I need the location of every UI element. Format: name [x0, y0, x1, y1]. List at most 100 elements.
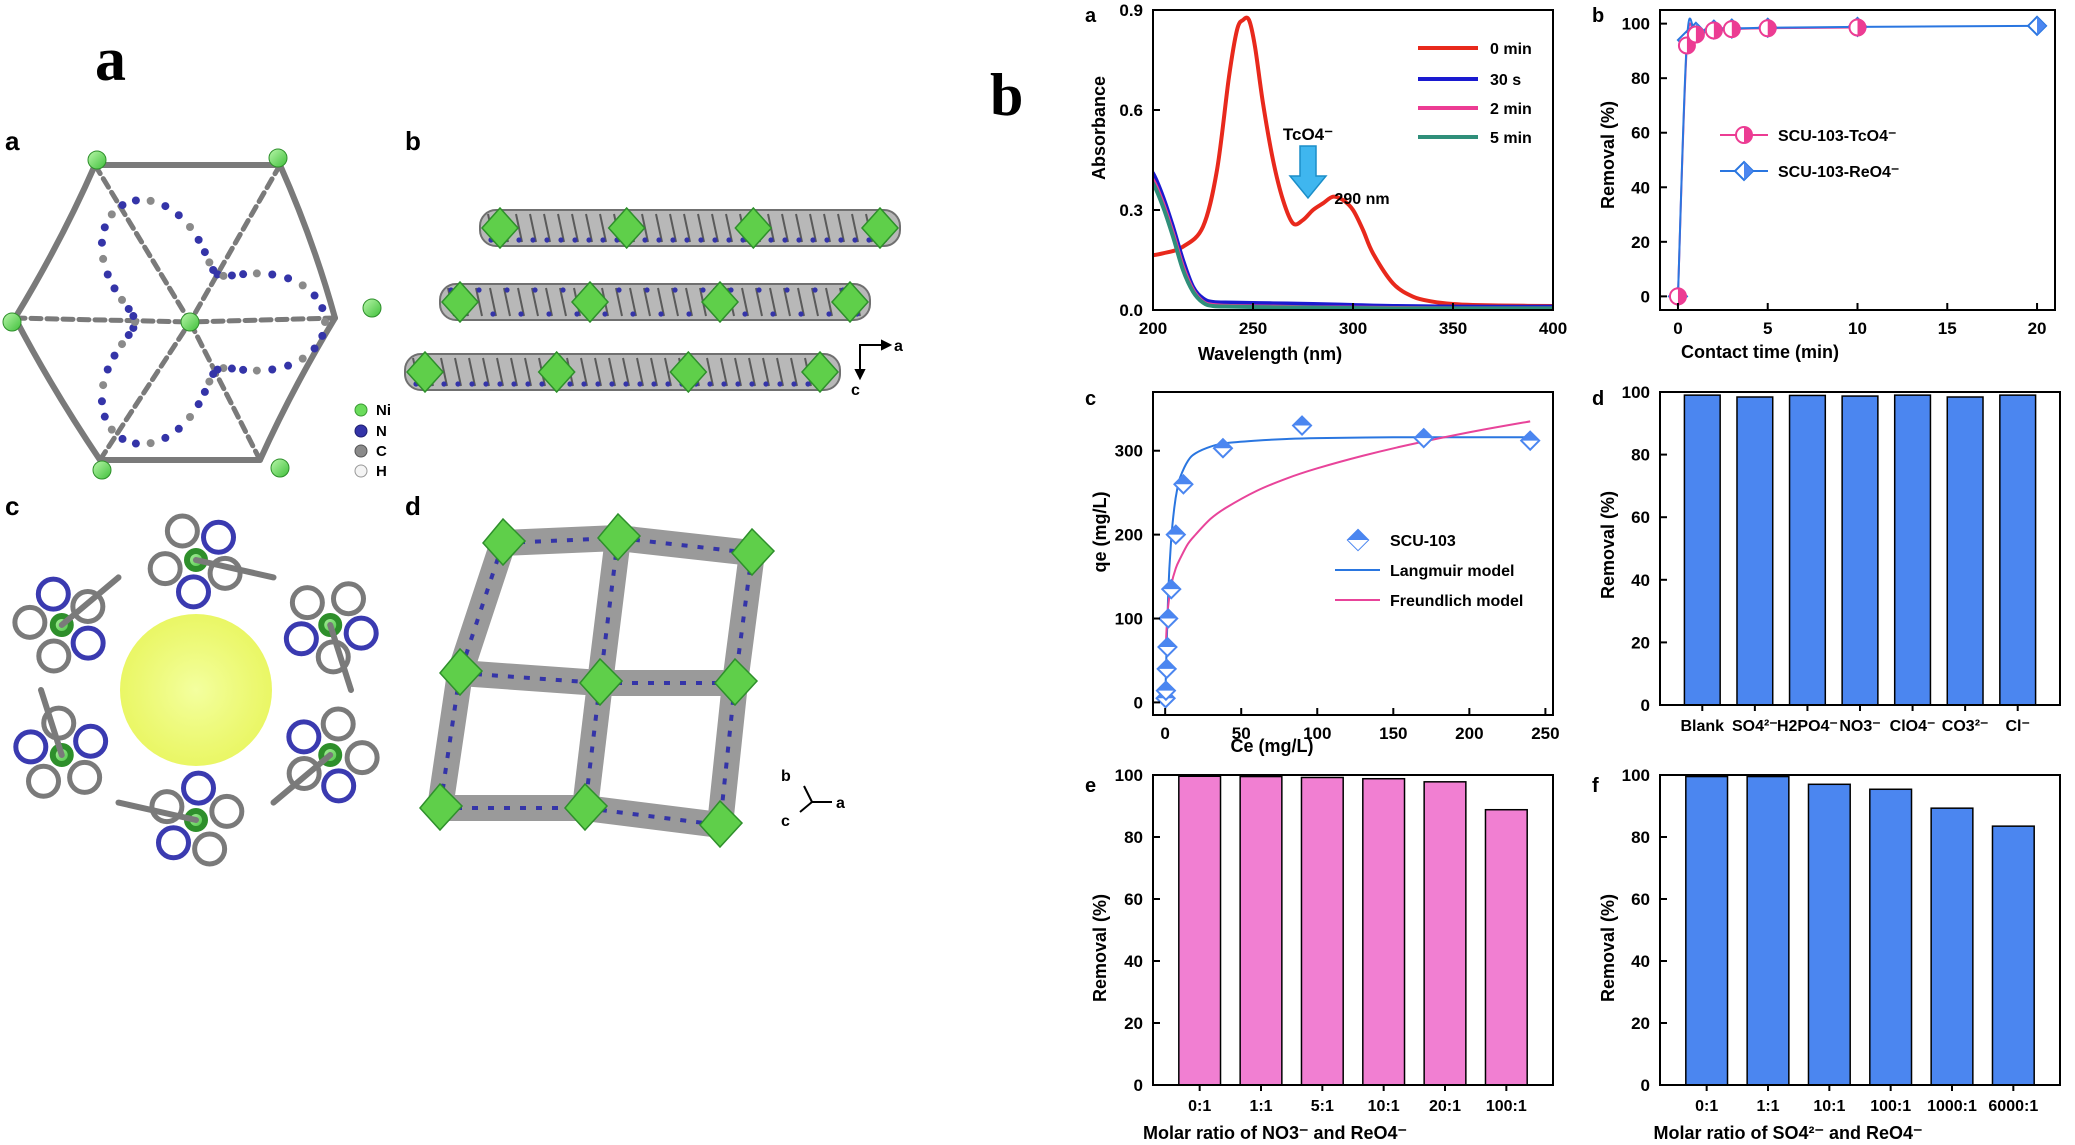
- ring: [344, 740, 380, 776]
- axis-d-a-label: a: [836, 795, 845, 812]
- ring: [343, 615, 379, 651]
- layer-bond: [594, 357, 602, 387]
- layer-n: [812, 287, 818, 293]
- ytick-label: 80: [1124, 828, 1143, 847]
- atom: [110, 351, 119, 360]
- bar: [1869, 788, 1913, 1086]
- atom: [161, 433, 170, 442]
- atom: [100, 223, 109, 232]
- framework-n: [733, 552, 754, 684]
- layer-n: [572, 237, 578, 243]
- framework-strut: [587, 525, 631, 696]
- bar: [1788, 394, 1827, 706]
- chart-c-xlabel: Ce (mg/L): [1231, 736, 1314, 756]
- layer-n: [656, 237, 662, 243]
- xtick-label: 5: [1763, 319, 1772, 338]
- layer-n: [497, 381, 503, 387]
- ring: [35, 576, 71, 612]
- layer-n: [532, 287, 538, 293]
- ring: [67, 759, 103, 795]
- layer-bond: [559, 287, 567, 317]
- legend-5min-label: 5 min: [1490, 130, 1532, 147]
- layer-n: [504, 287, 510, 293]
- ytick-label: 40: [1631, 571, 1650, 590]
- ni-polyhedron: [440, 280, 480, 324]
- ring: [175, 574, 211, 610]
- ytick-label: 0: [1641, 1076, 1650, 1095]
- chart-c-legend: SCU-103 Langmuir model Freundlich model: [1335, 528, 1523, 610]
- series-line-0: [1153, 15, 1553, 308]
- ni-polyhedron: [714, 657, 759, 707]
- legend-c-label: C: [376, 443, 387, 460]
- chart-#chart-e-frame: [1152, 774, 1554, 1086]
- category-label: 10:1: [1813, 1098, 1845, 1115]
- chart-c-plot: 0 100 200 300 0 50 100 150 200 250: [1115, 391, 1560, 743]
- layer-n: [609, 381, 615, 387]
- atom: [129, 312, 138, 321]
- ni-polyhedron: [480, 206, 520, 250]
- category-label: NO3⁻: [1839, 718, 1880, 735]
- layer-n: [810, 237, 816, 243]
- atom: [219, 364, 228, 373]
- layer-bond: [706, 357, 714, 387]
- ni-polyhedron: [830, 280, 870, 324]
- layer-n: [651, 381, 657, 387]
- layer-n: [490, 311, 496, 317]
- atom: [284, 361, 293, 370]
- layer-bond: [524, 357, 532, 387]
- layer-n: [441, 381, 447, 387]
- layer-n: [749, 381, 755, 387]
- chart-nitrate-ratio: e 0:1 1:1 5:1 10:1 20:1 100:1 0 20 40 60 80 100 Mol…: [1085, 766, 1554, 1143]
- atom: [146, 196, 155, 205]
- chart-c-label: c: [1085, 388, 1096, 410]
- ring: [192, 831, 228, 867]
- layer-band: [479, 209, 901, 247]
- layer-bond: [790, 357, 798, 387]
- data-point: [1413, 427, 1435, 449]
- atom: [107, 425, 116, 434]
- layer-n: [455, 381, 461, 387]
- data-point: [1156, 658, 1178, 680]
- ytick-label: 60: [1124, 890, 1143, 909]
- bar: [1746, 775, 1790, 1086]
- layer-bond: [725, 213, 733, 243]
- data-point: [1291, 415, 1313, 436]
- xtick-label: 20: [2028, 319, 2047, 338]
- series-line-1: [1676, 17, 2038, 297]
- layer-bond: [795, 213, 803, 243]
- layer-bond: [823, 213, 831, 243]
- ring: [70, 625, 106, 661]
- xtick-label: 150: [1379, 724, 1407, 743]
- tco4-point: [1758, 19, 1777, 38]
- ytick-label: 200: [1115, 526, 1143, 545]
- layer-n: [805, 381, 811, 387]
- axis-b-a-label: a: [894, 338, 903, 355]
- category-label: 0:1: [1695, 1098, 1718, 1115]
- atom: [100, 412, 109, 421]
- annotation-arrow: [1288, 145, 1328, 200]
- chart-b-ylabel: Removal (%): [1598, 101, 1618, 209]
- category-label: 20:1: [1429, 1098, 1461, 1115]
- chart-isotherm: c 0 100 200 300 0 50 100 150 200 250 Ce (mg/L) qe…: [1085, 388, 1560, 756]
- layer-bond: [657, 287, 665, 317]
- xtick-label: 50: [1232, 724, 1251, 743]
- ni-polyhedron: [700, 280, 740, 324]
- layer-n: [511, 381, 517, 387]
- layer-n: [707, 381, 713, 387]
- legend-langmuir-label: Langmuir model: [1390, 563, 1514, 580]
- layer-n: [544, 237, 550, 243]
- layer-bond: [615, 287, 623, 317]
- atom: [310, 291, 319, 300]
- atom: [219, 271, 228, 280]
- ytick-label: 40: [1124, 952, 1143, 971]
- ni-polyhedron: [669, 350, 708, 394]
- structure-figure: a a b c d Ni N C H a c: [2, 26, 903, 867]
- legend-ni-dot: [354, 403, 368, 417]
- ring: [181, 770, 217, 806]
- ytick-label: 80: [1631, 69, 1650, 88]
- ytick-label: 0.6: [1119, 101, 1143, 120]
- category-label: 5:1: [1311, 1098, 1334, 1115]
- xtick-label: 15: [1938, 319, 1957, 338]
- category-label: 10:1: [1368, 1098, 1400, 1115]
- layer-n: [791, 381, 797, 387]
